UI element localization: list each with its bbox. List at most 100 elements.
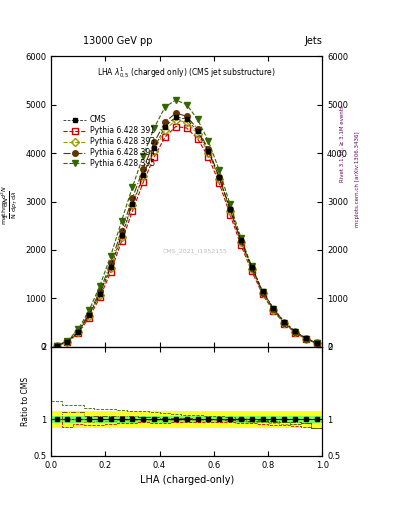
- Pythia 6.428 391: [173, 123, 178, 130]
- CMS: [184, 116, 189, 122]
- Pythia 6.428 391: [239, 242, 243, 248]
- CMS: [228, 206, 232, 212]
- X-axis label: LHA (charged-only): LHA (charged-only): [140, 475, 234, 485]
- Legend: CMS, Pythia 6.428 391, Pythia 6.428 393, Pythia 6.428 394, Pythia 6.428 395: CMS, Pythia 6.428 391, Pythia 6.428 393,…: [61, 113, 158, 171]
- Pythia 6.428 391: [271, 308, 276, 314]
- Pythia 6.428 393: [163, 127, 167, 133]
- Text: Jets: Jets: [305, 36, 322, 46]
- Pythia 6.428 395: [304, 335, 309, 342]
- Pythia 6.428 394: [108, 260, 113, 266]
- Pythia 6.428 393: [260, 290, 265, 296]
- Pythia 6.428 393: [206, 150, 211, 156]
- CMS: [97, 290, 102, 296]
- Line: Pythia 6.428 395: Pythia 6.428 395: [53, 96, 320, 349]
- Pythia 6.428 393: [173, 117, 178, 123]
- Pythia 6.428 393: [293, 329, 298, 335]
- Pythia 6.428 394: [271, 306, 276, 312]
- Pythia 6.428 391: [54, 343, 59, 349]
- Pythia 6.428 395: [206, 138, 211, 144]
- Pythia 6.428 394: [97, 288, 102, 294]
- Pythia 6.428 394: [76, 328, 81, 334]
- Pythia 6.428 394: [250, 265, 254, 271]
- CMS: [65, 339, 70, 345]
- Text: $\mathrm{mathrm}\,d^2N$: $\mathrm{mathrm}\,d^2N$: [0, 185, 9, 225]
- Pythia 6.428 391: [163, 134, 167, 140]
- Pythia 6.428 395: [260, 288, 265, 294]
- Line: Pythia 6.428 391: Pythia 6.428 391: [54, 124, 320, 349]
- Pythia 6.428 393: [184, 119, 189, 125]
- Pythia 6.428 395: [293, 329, 298, 335]
- Pythia 6.428 394: [217, 174, 222, 180]
- CMS: [108, 264, 113, 270]
- Line: CMS: CMS: [54, 115, 319, 348]
- Pythia 6.428 393: [304, 335, 309, 342]
- Pythia 6.428 393: [314, 340, 319, 347]
- CMS: [130, 201, 135, 207]
- Pythia 6.428 391: [76, 330, 81, 336]
- Pythia 6.428 391: [195, 136, 200, 142]
- Pythia 6.428 393: [141, 173, 146, 179]
- CMS: [304, 335, 309, 341]
- CMS: [87, 312, 92, 318]
- CMS: [163, 123, 167, 130]
- Pythia 6.428 391: [184, 125, 189, 131]
- Pythia 6.428 393: [282, 320, 286, 326]
- Pythia 6.428 391: [87, 315, 92, 321]
- Pythia 6.428 394: [282, 319, 286, 326]
- Text: 13000 GeV pp: 13000 GeV pp: [83, 36, 152, 46]
- Y-axis label: Ratio to CMS: Ratio to CMS: [21, 377, 30, 426]
- Pythia 6.428 393: [54, 343, 59, 349]
- Pythia 6.428 395: [108, 253, 113, 259]
- Pythia 6.428 391: [217, 180, 222, 186]
- Pythia 6.428 394: [195, 126, 200, 132]
- Pythia 6.428 394: [65, 338, 70, 345]
- Pythia 6.428 393: [250, 266, 254, 272]
- Pythia 6.428 394: [130, 195, 135, 201]
- CMS: [314, 340, 319, 346]
- Pythia 6.428 393: [195, 131, 200, 137]
- Pythia 6.428 394: [206, 146, 211, 153]
- Text: LHA $\lambda^{1}_{0.5}$ (charged only) (CMS jet substructure): LHA $\lambda^{1}_{0.5}$ (charged only) (…: [97, 65, 276, 80]
- Pythia 6.428 391: [250, 268, 254, 274]
- Pythia 6.428 394: [239, 238, 243, 244]
- Pythia 6.428 393: [76, 329, 81, 335]
- CMS: [217, 174, 222, 180]
- Pythia 6.428 395: [54, 343, 59, 349]
- Pythia 6.428 395: [184, 102, 189, 108]
- Pythia 6.428 394: [260, 289, 265, 295]
- Pythia 6.428 395: [239, 235, 243, 241]
- Text: mcplots.cern.ch [arXiv:1306.3436]: mcplots.cern.ch [arXiv:1306.3436]: [355, 132, 360, 227]
- CMS: [76, 329, 81, 335]
- CMS: [239, 237, 243, 243]
- Pythia 6.428 395: [228, 201, 232, 207]
- CMS: [152, 145, 156, 152]
- Pythia 6.428 391: [141, 179, 146, 185]
- Pythia 6.428 393: [108, 265, 113, 271]
- Pythia 6.428 391: [228, 211, 232, 218]
- Pythia 6.428 391: [152, 154, 156, 160]
- Pythia 6.428 395: [282, 319, 286, 326]
- Pythia 6.428 391: [293, 330, 298, 336]
- Text: Rivet 3.1.10, ≥ 3.1M events: Rivet 3.1.10, ≥ 3.1M events: [340, 105, 344, 182]
- Pythia 6.428 395: [97, 283, 102, 289]
- Pythia 6.428 394: [314, 340, 319, 347]
- CMS: [260, 288, 265, 294]
- Pythia 6.428 394: [152, 139, 156, 145]
- Pythia 6.428 393: [239, 239, 243, 245]
- Pythia 6.428 395: [65, 338, 70, 344]
- Pythia 6.428 395: [173, 97, 178, 103]
- Pythia 6.428 395: [250, 263, 254, 269]
- CMS: [54, 343, 59, 349]
- Pythia 6.428 391: [97, 294, 102, 301]
- Pythia 6.428 393: [130, 202, 135, 208]
- Pythia 6.428 391: [304, 336, 309, 342]
- Pythia 6.428 394: [184, 113, 189, 119]
- Pythia 6.428 395: [76, 326, 81, 332]
- Pythia 6.428 393: [152, 147, 156, 154]
- Pythia 6.428 391: [108, 269, 113, 275]
- Y-axis label: $\mathregular{\frac{1}{N}\,\frac{dN}{dp_T\,d\lambda}}$: $\mathregular{\frac{1}{N}\,\frac{dN}{dp_…: [0, 511, 1, 512]
- Pythia 6.428 393: [87, 313, 92, 319]
- CMS: [282, 318, 286, 325]
- Pythia 6.428 395: [141, 153, 146, 159]
- CMS: [271, 305, 276, 311]
